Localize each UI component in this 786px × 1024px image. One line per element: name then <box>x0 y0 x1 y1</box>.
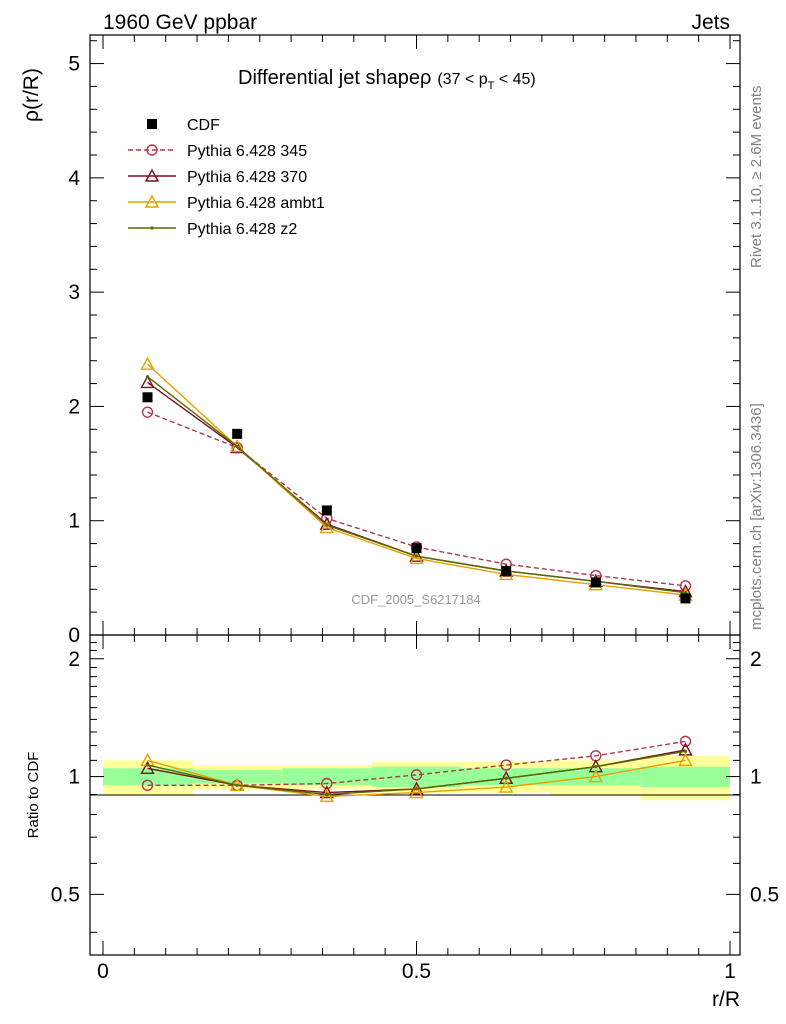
series-layer <box>140 356 693 803</box>
rivet-label: Rivet 3.1.10, ≥ 2.6M events <box>748 86 765 269</box>
cdf-point <box>142 392 153 403</box>
x-tick-label: 0.5 <box>402 960 431 983</box>
series-point-3 <box>325 523 329 527</box>
legend-label-3: Pythia 6.428 ambt1 <box>187 195 325 212</box>
ratio-point-2 <box>498 779 514 793</box>
ratio-point-3 <box>594 765 598 769</box>
ratio-point-3 <box>145 763 150 767</box>
ratio-point-2 <box>409 785 424 799</box>
energy-label: 1960 GeV ppbar <box>103 11 257 34</box>
band-inner-0 <box>103 768 193 786</box>
series-point-3 <box>235 444 239 449</box>
y-tick-label: 1 <box>68 510 80 533</box>
chart-title: Differential jet shapeρ (37 < pT < 45) <box>238 67 536 92</box>
cdf-point <box>321 505 332 516</box>
ratio-tick-label-right: 2 <box>750 648 762 671</box>
ratio-tick-label: 1 <box>68 766 80 789</box>
y-tick-label: 5 <box>68 53 80 76</box>
ratio-point-2 <box>678 752 693 767</box>
series-point-0 <box>141 406 154 418</box>
legend-marker-1 <box>146 144 158 156</box>
series-point-1 <box>140 374 155 389</box>
mcplots-label: mcplots.cern.ch [arXiv:1306.3436] <box>748 403 765 630</box>
legend-label-1: Pythia 6.428 345 <box>187 143 307 160</box>
ratio-point-1 <box>140 760 155 774</box>
ratio-tick-label-right: 1 <box>750 766 762 789</box>
title-cut-open: (37 < p <box>437 71 487 88</box>
ratio-point-2 <box>319 788 335 803</box>
series-point-1 <box>319 516 335 530</box>
analysis-id: CDF_2005_S6217184 <box>351 592 480 607</box>
y-tick-label: 3 <box>68 281 80 304</box>
ratio-tick-label-right: 0.5 <box>750 883 779 906</box>
legend-label-4: Pythia 6.428 z2 <box>187 221 297 238</box>
x-axis-label: r/R <box>712 988 740 1011</box>
ratio-point-3 <box>325 792 329 797</box>
series-line-3 <box>147 376 686 594</box>
cdf-point <box>411 543 422 554</box>
ratio-point-3 <box>235 783 239 787</box>
ratio-point-0 <box>679 735 692 748</box>
y-tick-label: 0 <box>68 624 80 647</box>
series-point-2 <box>140 356 155 370</box>
x-tick-label: 1 <box>724 960 736 983</box>
band-inner-2 <box>282 768 372 786</box>
cdf-point <box>680 593 691 604</box>
legend-label-0: CDF <box>187 117 220 134</box>
series-point-3 <box>145 375 150 379</box>
series-point-2 <box>319 520 335 534</box>
ratio-point-0 <box>410 769 423 781</box>
legend: CDF Pythia 6.428 345 Pythia 6.428 370 Pythi… <box>128 117 325 238</box>
ratio-point-3 <box>683 749 688 753</box>
ratio-point-0 <box>500 759 512 771</box>
axis-ticks: 0 0.5 1 0 1 2 3 4 5 0.5 0.5 1 1 2 2 <box>51 35 779 983</box>
ratio-tick-label: 0.5 <box>51 883 80 906</box>
title-cut-close: < 45) <box>494 71 535 88</box>
band-inner-6 <box>640 766 730 788</box>
legend-marker-3 <box>144 194 160 208</box>
legend-marker-2 <box>144 168 160 182</box>
legend-marker-4 <box>150 226 154 230</box>
ratio-point-3 <box>504 776 508 780</box>
cdf-point <box>590 577 601 588</box>
title-main: Differential jet shapeρ <box>238 67 431 89</box>
ratio-tick-label: 2 <box>68 648 80 671</box>
series-line-2 <box>147 363 686 596</box>
series-point-2 <box>229 438 245 453</box>
ratio-axis-label: Ratio to CDF <box>25 752 42 839</box>
ratio-point-3 <box>414 787 419 791</box>
y-tick-label: 2 <box>68 395 80 418</box>
process-label: Jets <box>691 11 730 34</box>
ratio-point-0 <box>141 779 154 791</box>
cdf-point <box>501 566 512 576</box>
y-axis-label: ρ(r/R) <box>20 68 43 122</box>
series-line-1 <box>147 381 686 593</box>
ratio-point-2 <box>588 769 604 783</box>
ratio-point-0 <box>321 777 333 790</box>
y-tick-label: 4 <box>68 167 80 190</box>
series-point-2 <box>409 550 424 565</box>
legend-marker-0 <box>147 119 157 129</box>
series-point-3 <box>414 554 419 558</box>
ratio-point-1 <box>319 785 335 799</box>
cdf-point <box>232 428 243 439</box>
ratio-uncertainty-bands <box>103 755 730 801</box>
title-cut-sub: T <box>488 80 495 92</box>
legend-label-2: Pythia 6.428 370 <box>187 169 307 186</box>
series-point-0 <box>679 580 692 592</box>
x-tick-label: 0 <box>97 960 109 983</box>
